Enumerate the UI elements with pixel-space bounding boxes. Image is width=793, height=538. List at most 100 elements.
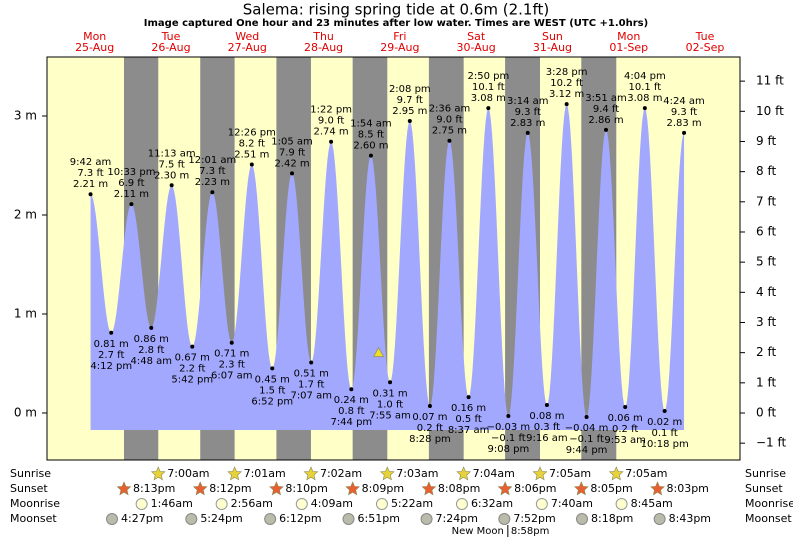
sunrise-time: 7:03am xyxy=(396,467,438,480)
now-marker xyxy=(372,346,385,358)
tide-time: 1:54 am xyxy=(350,119,392,130)
tide-time: 5:42 pm xyxy=(171,375,213,386)
tide-time: 8:28 pm xyxy=(409,434,451,445)
moonset-icon xyxy=(264,513,277,525)
sunset-time: 8:10pm xyxy=(285,482,327,495)
tide-point xyxy=(427,404,432,409)
tide-area xyxy=(90,104,685,431)
tide-feet: 0.5 ft xyxy=(455,414,481,425)
tide-time: 9:42 am xyxy=(70,157,112,168)
y2-tick-label: 10 ft xyxy=(756,104,784,118)
moonset-icon xyxy=(498,513,511,525)
tide-point xyxy=(388,380,393,385)
day-weekday: Sat xyxy=(467,30,486,43)
y2-tick-label: 3 ft xyxy=(756,315,776,329)
tide-height-label: 2.83 m xyxy=(510,118,545,129)
moonset-time: 4:27pm xyxy=(121,512,163,525)
tide-height-label: 0.51 m xyxy=(294,368,329,379)
sunrise-time: 7:05am xyxy=(625,467,667,480)
sun-icon xyxy=(497,481,513,496)
tide-point xyxy=(88,192,93,197)
tide-point xyxy=(544,403,549,408)
tide-point xyxy=(290,171,295,176)
moonrise-icon xyxy=(615,498,628,510)
tide-feet: 10.2 ft xyxy=(550,78,583,89)
tide-feet: 2.7 ft xyxy=(98,350,124,361)
row-label: Sunset xyxy=(745,482,783,495)
day-date: 25-Aug xyxy=(75,41,114,54)
moonrise-icon xyxy=(455,498,468,510)
sunset-time: 8:13pm xyxy=(133,482,175,495)
y2-tick-label: 11 ft xyxy=(756,74,784,88)
day-weekday: Thu xyxy=(312,30,334,43)
y2-tick-label: 7 ft xyxy=(756,194,776,208)
tide-point xyxy=(210,190,215,195)
tide-time: 3:51 am xyxy=(585,93,627,104)
tide-time: 6:07 am xyxy=(211,371,253,382)
tide-height-label: 0.08 m xyxy=(529,411,564,422)
tide-time: 10:33 pm xyxy=(107,167,155,178)
tide-height-label: 2.60 m xyxy=(353,141,388,152)
y-tick-label: 0 m xyxy=(14,405,37,419)
tide-point xyxy=(109,330,114,335)
tide-height-label: 0.06 m xyxy=(608,413,643,424)
tide-point xyxy=(270,366,275,371)
y2-tick-label: 8 ft xyxy=(756,164,776,178)
day-date: 02-Sep xyxy=(686,41,725,54)
tide-feet: 7.3 ft xyxy=(77,168,103,179)
tide-time: 9:08 pm xyxy=(487,444,529,455)
tide-point xyxy=(368,153,373,158)
day-date: 26-Aug xyxy=(151,41,190,54)
tide-point xyxy=(642,106,647,111)
tide-height-label: 0.67 m xyxy=(175,353,210,364)
tide-height-label: 2.21 m xyxy=(73,179,108,190)
tide-point xyxy=(466,395,471,400)
sun-icon xyxy=(116,481,132,496)
y2-tick-label: 2 ft xyxy=(756,345,776,359)
sun-icon xyxy=(303,466,319,481)
day-weekday: Fri xyxy=(393,30,406,43)
tide-time: 2:08 pm xyxy=(389,84,431,95)
tide-time: 9:53 am xyxy=(604,435,646,446)
sun-icon xyxy=(269,481,284,496)
tide-point xyxy=(662,408,667,413)
tide-height-label: 0.31 m xyxy=(372,388,407,399)
tide-feet: 7.9 ft xyxy=(279,147,305,158)
moonrise-icon xyxy=(535,498,548,510)
row-label: Moonrise xyxy=(10,497,60,510)
tide-time: 11:13 am xyxy=(148,148,196,159)
tide-time: 3:28 pm xyxy=(546,67,588,78)
tide-time: 7:55 am xyxy=(369,410,411,421)
sun-icon xyxy=(227,466,243,481)
tide-height-label: 0.86 m xyxy=(134,334,169,345)
day-weekday: Mon xyxy=(617,30,640,43)
tide-feet: 1.5 ft xyxy=(259,385,285,396)
tide-height-label: 3.12 m xyxy=(549,89,584,100)
tide-point xyxy=(149,325,154,330)
tide-time: 4:12 pm xyxy=(90,361,132,372)
tide-height-label: 0.71 m xyxy=(214,349,249,360)
tide-height-label: 2.95 m xyxy=(392,106,427,117)
day-date: 01-Sep xyxy=(609,41,648,54)
tide-point xyxy=(129,202,134,207)
tide-time: 4:04 pm xyxy=(624,71,666,82)
tide-height-label: 2.30 m xyxy=(154,170,189,181)
day-date: 30-Aug xyxy=(457,41,496,54)
tide-feet: 9.7 ft xyxy=(397,95,423,106)
moonset-icon xyxy=(576,513,589,525)
moonset-icon xyxy=(185,513,198,525)
moonrise-time: 7:40am xyxy=(551,497,593,510)
tide-time: 12:26 pm xyxy=(228,128,276,139)
tide-height-label: −0.03 m xyxy=(487,422,531,433)
tide-height-label: 2.23 m xyxy=(195,177,230,188)
tide-point xyxy=(623,405,628,410)
sunset-time: 8:08pm xyxy=(438,482,480,495)
row-label: Moonset xyxy=(10,512,57,525)
moonset-icon xyxy=(342,513,355,525)
moonrise-time: 1:46am xyxy=(151,497,193,510)
sunrise-time: 7:00am xyxy=(167,467,209,480)
y-tick-label: 1 m xyxy=(14,306,37,320)
moonset-time: 8:43pm xyxy=(669,512,711,525)
moonrise-time: 2:56am xyxy=(231,497,273,510)
